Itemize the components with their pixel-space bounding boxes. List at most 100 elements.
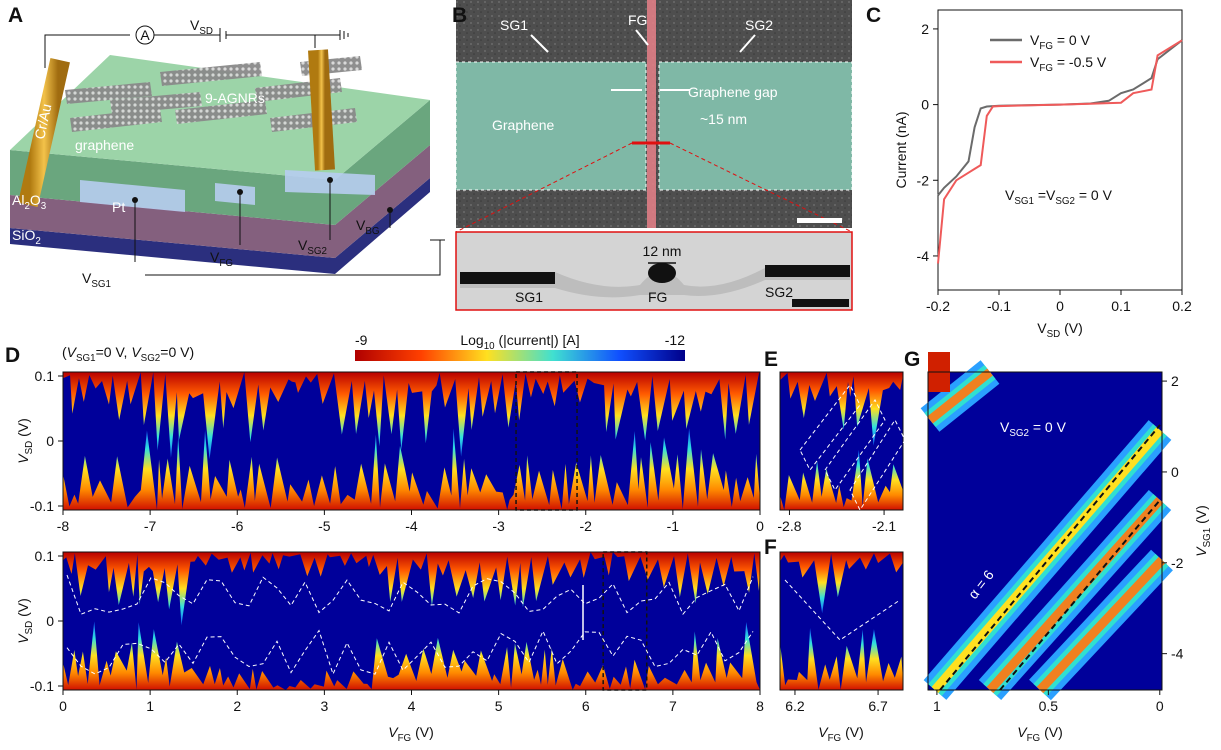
text-run: (V) bbox=[841, 724, 864, 740]
y-tick-label: 0 bbox=[921, 97, 929, 113]
text-run: V bbox=[210, 249, 220, 265]
vfg-label: VFG bbox=[210, 249, 233, 269]
text-run: V bbox=[388, 724, 399, 740]
text-run: FG bbox=[398, 733, 412, 744]
x-tick-label: 0.5 bbox=[1039, 698, 1059, 714]
diamond-edge bbox=[824, 399, 886, 491]
x-tick-label: 1 bbox=[933, 698, 941, 714]
diamond-edge bbox=[784, 579, 901, 641]
sem-label: SG1 bbox=[500, 17, 528, 33]
y-tick-label: -0.1 bbox=[30, 498, 54, 514]
y-tick-label: 0 bbox=[46, 613, 54, 629]
y-tick-label: -2 bbox=[1171, 555, 1184, 571]
tem-label: SG2 bbox=[765, 284, 793, 300]
map-texture bbox=[780, 627, 903, 690]
map-texture bbox=[63, 621, 760, 690]
y-tick-label: 2 bbox=[921, 21, 929, 37]
gap-size: ~15 nm bbox=[700, 111, 747, 127]
text-run: Al bbox=[12, 192, 24, 208]
text-run: SD bbox=[24, 621, 35, 635]
text-run: SG2 bbox=[141, 353, 161, 364]
text-run: FG bbox=[219, 258, 233, 269]
panel-label: B bbox=[452, 4, 467, 27]
device-schematic bbox=[10, 25, 445, 276]
y-tick-label: 2 bbox=[1171, 373, 1179, 389]
text-run: V bbox=[1037, 320, 1047, 336]
condition-label: (VSG1=0 V, VSG2=0 V) bbox=[62, 344, 194, 364]
text-run: V bbox=[818, 724, 829, 740]
x-axis-label: VFG (V) bbox=[388, 724, 434, 744]
text-run: (V) bbox=[15, 598, 31, 621]
x-tick-label: -7 bbox=[144, 518, 157, 534]
colorbar-label: -9 bbox=[355, 332, 368, 348]
x-tick-label: -8 bbox=[57, 518, 70, 534]
zoom-window bbox=[602, 551, 648, 691]
x-tick-label: 3 bbox=[320, 698, 328, 714]
text-run: = 0 V bbox=[1075, 187, 1113, 203]
electrode-label: Cr/Au bbox=[31, 102, 54, 140]
vsg1-label: VSG1 bbox=[82, 270, 111, 290]
text-run: ( bbox=[62, 344, 67, 360]
map-texture bbox=[780, 372, 903, 446]
map-band bbox=[986, 496, 1164, 694]
x-tick-label: 4 bbox=[408, 698, 416, 714]
text-run: =0 V, bbox=[96, 344, 132, 360]
annotation: VSG2 = 0 V bbox=[1000, 419, 1067, 439]
text-run: SG1 bbox=[76, 353, 96, 364]
text-run: V bbox=[1030, 54, 1040, 70]
text-run: V bbox=[356, 217, 366, 233]
substrate-label: Si+++ bbox=[12, 245, 42, 261]
text-run: V bbox=[82, 270, 92, 286]
text-run: (V) bbox=[411, 724, 434, 740]
panel-label: G bbox=[904, 348, 920, 371]
sem-label: FG bbox=[628, 12, 647, 28]
pt-label: Pt bbox=[112, 199, 125, 215]
text-run: Si bbox=[12, 245, 24, 261]
x-tick-label: 6.2 bbox=[785, 698, 805, 714]
text-run: SD bbox=[24, 441, 35, 455]
x-tick-label: -1 bbox=[667, 518, 680, 534]
y-tick-label: 0.1 bbox=[35, 368, 55, 384]
plot-frame bbox=[937, 9, 1183, 291]
x-tick-label: 6 bbox=[582, 698, 590, 714]
x-tick-label: 8 bbox=[756, 698, 764, 714]
x-tick-label: -0.1 bbox=[987, 298, 1011, 314]
ammeter-label: A bbox=[140, 27, 150, 43]
text-run: FG bbox=[1039, 41, 1053, 52]
legend-label: VFG = -0.5 V bbox=[1030, 54, 1107, 74]
y-tick-label: -0.1 bbox=[30, 678, 54, 694]
y-tick-label: -4 bbox=[917, 248, 930, 264]
map-frame bbox=[779, 371, 904, 511]
y-tick-label: -4 bbox=[1171, 646, 1184, 662]
text-run: SD bbox=[1047, 329, 1061, 340]
panel-label: C bbox=[866, 4, 881, 27]
colorbar bbox=[355, 350, 685, 361]
text-run: SG1 bbox=[91, 279, 111, 290]
sem-label: SG2 bbox=[745, 17, 773, 33]
x-tick-label: 0 bbox=[756, 518, 764, 534]
text-run: SiO bbox=[12, 227, 35, 243]
x-tick-label: -5 bbox=[318, 518, 331, 534]
text-run: Log bbox=[460, 332, 483, 348]
text-run: V bbox=[1017, 724, 1028, 740]
map-texture bbox=[780, 552, 903, 614]
plot-frame bbox=[927, 371, 1163, 691]
x-tick-label: 6.7 bbox=[868, 698, 888, 714]
tem-label: SG1 bbox=[515, 289, 543, 305]
text-run: V bbox=[1000, 419, 1010, 435]
guide-line bbox=[999, 499, 1161, 691]
ribbons-label: 9-AGNRs bbox=[205, 90, 265, 106]
map-texture bbox=[63, 372, 760, 460]
sem-image bbox=[455, 0, 853, 311]
map-band bbox=[931, 427, 1164, 693]
y-tick-label: -2 bbox=[917, 172, 930, 188]
y-tick-label: 0.1 bbox=[35, 548, 55, 564]
text-run: (|current|) [A] bbox=[495, 332, 580, 348]
map-texture bbox=[780, 449, 903, 510]
y-axis-label: Current (nA) bbox=[893, 111, 909, 188]
zoom-window bbox=[515, 371, 578, 511]
oxide-label: SiO2 bbox=[12, 227, 41, 247]
map-frame bbox=[779, 551, 904, 691]
text-run: SG2 bbox=[307, 246, 327, 257]
